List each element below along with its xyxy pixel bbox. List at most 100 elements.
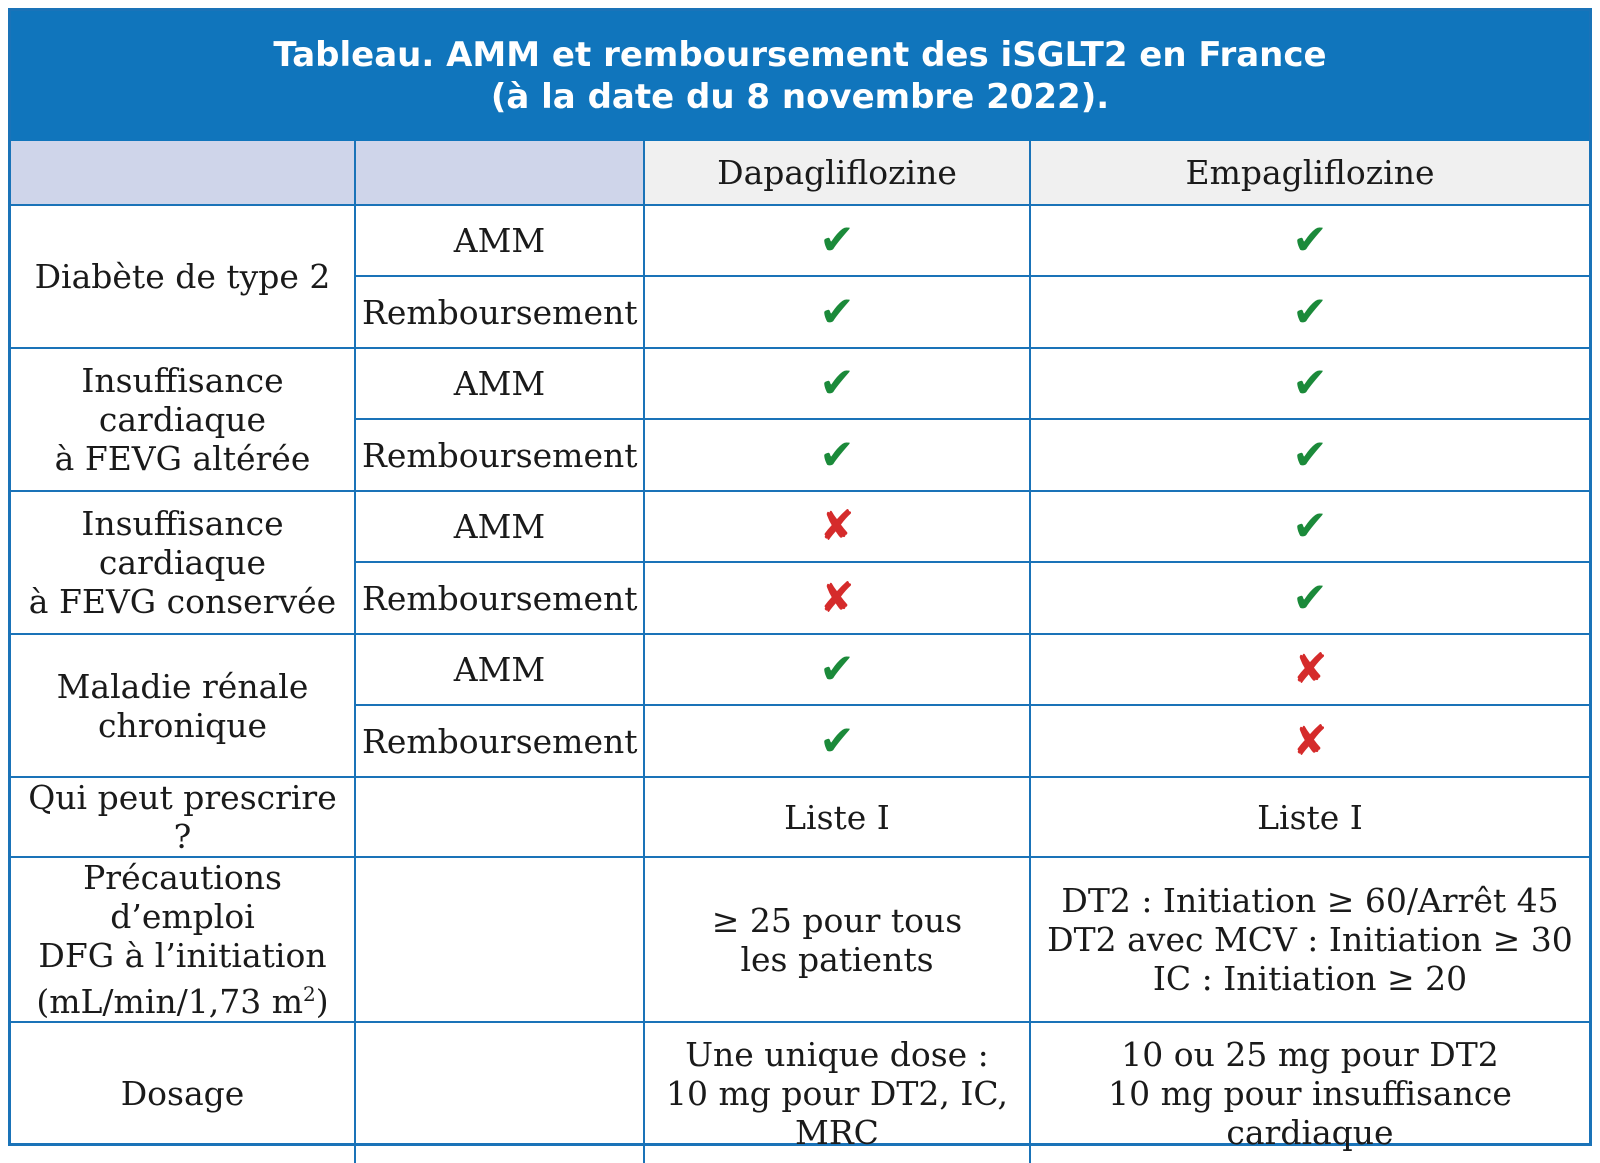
check-icon: ✔	[1292, 572, 1328, 622]
label-line: à FEVG altérée	[54, 439, 311, 478]
cross-icon: ✘	[1292, 715, 1328, 765]
label-line: (mL/min/1,73 m2)	[17, 975, 348, 1021]
precautions-dapagliflozine: ≥ 25 pour tous les patients	[643, 856, 1031, 1023]
table-row: Insuffisance cardiaque à FEVG altérée AM…	[11, 347, 1589, 492]
cross-icon: ✘	[819, 501, 855, 550]
status-cell: ✔	[643, 418, 1031, 492]
label-line: Maladie rénale	[56, 666, 309, 706]
table-frame: Tableau. AMM et remboursement des iSGLT2…	[8, 8, 1592, 1163]
label-line: chronique	[97, 705, 268, 745]
label-line: cardiaque	[98, 543, 267, 582]
empty-cell	[354, 856, 645, 1023]
check-icon: ✔	[1292, 501, 1328, 550]
status-cell: ✔	[643, 633, 1031, 706]
cell-line: Une unique dose :	[685, 1034, 989, 1074]
table-row: Maladie rénale chronique AMM ✔ ✘	[11, 633, 1589, 778]
table-row: Précautions d’emploi DFG à l’initiation …	[11, 856, 1589, 1023]
table-row: Insuffisance cardiaque à FEVG conservée …	[11, 490, 1589, 635]
dosage-empagliflozine: 10 ou 25 mg pour DT2 10 mg pour insuffis…	[1029, 1021, 1589, 1163]
title-line-2: (à la date du 8 novembre 2022).	[490, 77, 1110, 117]
cell-line: DT2 avec MCV : Initiation ≥ 30	[1047, 920, 1573, 959]
prescrire-empagliflozine: Liste I	[1029, 776, 1589, 858]
label-text: (mL/min/1,73 m	[36, 982, 304, 1021]
label-line: DFG à l’initiation	[38, 936, 327, 975]
check-icon: ✔	[1292, 286, 1328, 336]
row-label-remboursement: Remboursement	[355, 704, 645, 778]
status-cell: ✔	[1029, 490, 1589, 563]
row-label-remboursement: Remboursement	[355, 275, 645, 349]
cell-line: 10 ou 25 mg pour DT2	[1121, 1034, 1499, 1074]
cell-line: les patients	[740, 939, 934, 979]
table-row: Remboursement ✔ ✔	[11, 275, 1589, 349]
table-row: Remboursement ✔ ✘	[11, 704, 1589, 778]
status-cell: ✔	[1029, 204, 1589, 277]
status-cell: ✘	[643, 561, 1031, 635]
header-empagliflozine: Empagliflozine	[1029, 141, 1589, 206]
cross-icon: ✘	[1292, 644, 1328, 693]
status-cell: ✔	[643, 347, 1031, 420]
table-row: Remboursement ✔ ✔	[11, 418, 1589, 492]
dosage-dapagliflozine: Une unique dose : 10 mg pour DT2, IC, MR…	[643, 1021, 1031, 1163]
empty-cell	[354, 1021, 645, 1163]
table-row: Qui peut prescrire ? Liste I Liste I	[11, 776, 1589, 858]
row-label-amm: AMM	[354, 490, 645, 563]
header-row: Dapagliflozine Empagliflozine	[11, 141, 1589, 206]
row-label-amm: AMM	[354, 633, 645, 706]
group-label-mrc: Maladie rénale chronique	[11, 633, 356, 778]
status-cell: ✘	[1029, 633, 1589, 706]
dosage-label: Dosage	[11, 1021, 356, 1163]
precautions-empagliflozine: DT2 : Initiation ≥ 60/Arrêt 45 DT2 avec …	[1029, 856, 1589, 1023]
table-row: Remboursement ✘ ✔	[11, 561, 1589, 635]
table-title: Tableau. AMM et remboursement des iSGLT2…	[11, 11, 1589, 141]
check-icon: ✔	[819, 215, 855, 264]
header-blank-cell-2	[354, 141, 645, 206]
row-label-amm: AMM	[354, 204, 645, 277]
label-line: à FEVG conservée	[28, 582, 337, 621]
cell-line: cardiaque	[1226, 1112, 1394, 1152]
check-icon: ✔	[819, 715, 855, 765]
cell-line: MRC	[795, 1112, 879, 1152]
label-line: cardiaque	[98, 400, 267, 439]
status-cell: ✘	[1029, 704, 1589, 778]
cross-icon: ✘	[819, 572, 855, 622]
check-icon: ✔	[819, 286, 855, 336]
status-cell: ✔	[1029, 275, 1589, 349]
cell-line: DT2 : Initiation ≥ 60/Arrêt 45	[1061, 881, 1559, 920]
group-label-ic-conservee: Insuffisance cardiaque à FEVG conservée	[11, 490, 356, 635]
check-icon: ✔	[1292, 429, 1328, 479]
precautions-label: Précautions d’emploi DFG à l’initiation …	[11, 856, 356, 1023]
label-text: )	[315, 982, 329, 1021]
title-line-1: Tableau. AMM et remboursement des iSGLT2…	[273, 35, 1327, 75]
row-label-remboursement: Remboursement	[355, 561, 645, 635]
table-row: Diabète de type 2 AMM ✔ ✔	[11, 204, 1589, 349]
empty-cell	[354, 776, 645, 858]
check-icon: ✔	[819, 358, 855, 407]
status-cell: ✔	[1029, 418, 1589, 492]
group-label-dt2: Diabète de type 2	[11, 204, 356, 349]
check-icon: ✔	[1292, 358, 1328, 407]
prescrire-dapagliflozine: Liste I	[643, 776, 1031, 858]
cell-line: 10 mg pour DT2, IC,	[666, 1073, 1008, 1113]
status-cell: ✔	[1029, 561, 1589, 635]
check-icon: ✔	[1292, 215, 1328, 264]
status-cell: ✔	[1029, 347, 1589, 420]
header-dapagliflozine: Dapagliflozine	[643, 141, 1031, 206]
check-icon: ✔	[819, 644, 855, 693]
status-cell: ✔	[643, 275, 1031, 349]
cell-line: 10 mg pour insuffisance	[1108, 1073, 1512, 1113]
cell-line: IC : Initiation ≥ 20	[1152, 959, 1468, 998]
label-line: Précautions d’emploi	[83, 858, 282, 936]
row-label-amm: AMM	[354, 347, 645, 420]
prescrire-label: Qui peut prescrire ?	[11, 776, 356, 858]
row-label-remboursement: Remboursement	[355, 418, 645, 492]
header-blank-cell-1	[11, 141, 356, 206]
superscript: 2	[303, 982, 316, 1006]
status-cell: ✘	[643, 490, 1031, 563]
isglt2-table: Dapagliflozine Empagliflozine Diabète de…	[11, 141, 1589, 1163]
group-label-ic-alteree: Insuffisance cardiaque à FEVG altérée	[11, 347, 356, 492]
cell-line: ≥ 25 pour tous	[711, 900, 963, 940]
label-line: Insuffisance	[81, 504, 284, 543]
label-line: Insuffisance	[81, 361, 284, 400]
status-cell: ✔	[643, 704, 1031, 778]
table-row: Dosage Une unique dose : 10 mg pour DT2,…	[11, 1021, 1589, 1163]
